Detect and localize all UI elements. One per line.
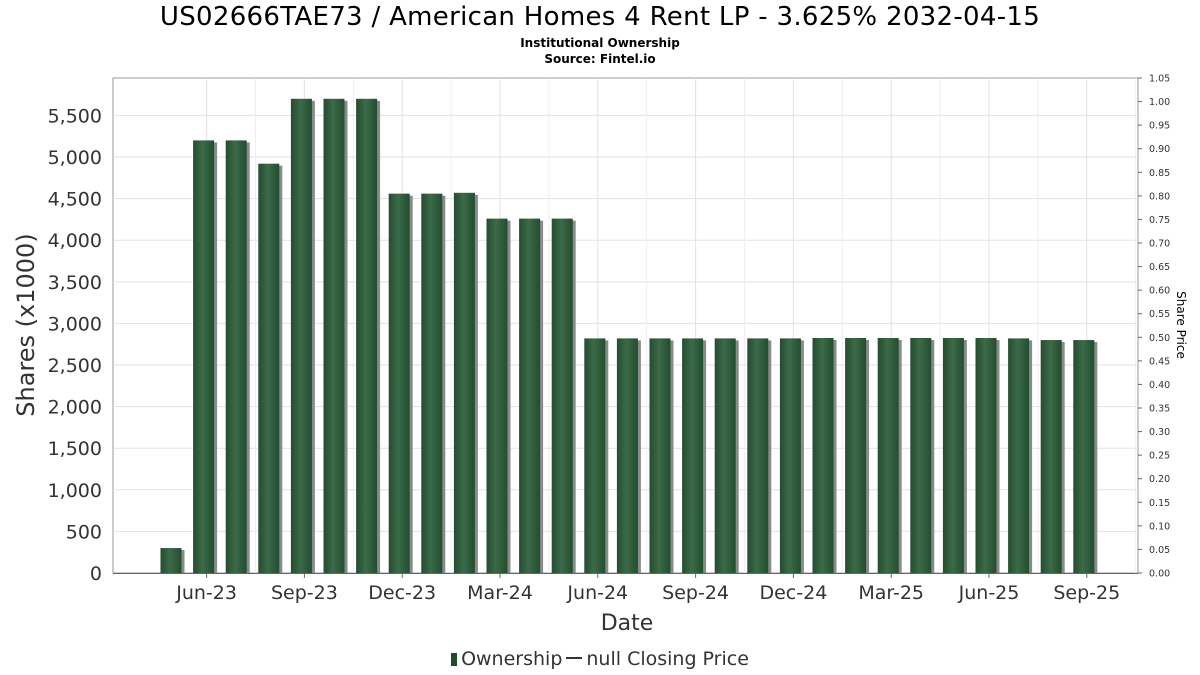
bar [160,548,182,573]
y-tick-label: 5,000 [48,147,102,169]
bar [388,193,410,573]
bar [290,98,312,574]
y2-tick-label: 0.70 [1149,239,1170,250]
bar [616,338,638,573]
bar [519,218,541,574]
y2-tick-label: 0.35 [1149,404,1170,415]
y-tick-label: 5,500 [48,105,102,127]
y2-tick-label: 0.20 [1149,474,1170,485]
y2-tick-label: 0.10 [1149,521,1170,532]
price-legend-swatch [566,657,583,659]
x-tick-label: Jun-23 [175,582,237,604]
bar [1073,340,1095,573]
x-tick-label: Dec-24 [759,582,827,604]
y2-tick-label: 0.80 [1149,191,1170,202]
bar [812,337,834,573]
y-tick-label: 1,000 [48,480,102,502]
bar [323,98,345,574]
y-tick-label: 0 [90,563,102,585]
bar [258,163,280,573]
y2-axis-title: Share Price [1174,291,1188,359]
bar [910,337,932,573]
y2-tick-label: 0.95 [1149,121,1170,132]
x-axis-title: Date [601,611,654,636]
bar [356,98,378,574]
y-tick-label: 4,500 [48,189,102,211]
y2-tick-label: 0.75 [1149,215,1170,226]
y2-tick-label: 0.90 [1149,144,1170,155]
legend: Ownership null Closing Price [0,648,1200,670]
bar [682,338,704,573]
legend-price-label: null Closing Price [586,648,749,670]
bar [193,140,215,573]
bar [584,338,606,573]
bar [225,140,247,573]
y2-tick-label: 0.05 [1149,545,1170,556]
bar [551,218,573,574]
bar [421,193,443,573]
bar [747,338,769,573]
y-tick-label: 2,000 [48,397,102,419]
y-tick-label: 3,500 [48,272,102,294]
y2-tick-label: 0.50 [1149,333,1170,344]
bar [779,338,801,573]
y2-tick-label: 1.00 [1149,97,1170,108]
y2-tick-label: 0.55 [1149,309,1170,320]
x-tick-label: Mar-25 [858,582,924,604]
bar [714,338,736,573]
y-tick-label: 4,000 [48,230,102,252]
y2-tick-label: 0.60 [1149,286,1170,297]
bar [975,337,997,573]
x-tick-label: Sep-23 [271,582,338,604]
y2-tick-label: 0.85 [1149,168,1170,179]
chart-source: Source: Fintel.io [544,52,656,66]
y-tick-label: 2,500 [48,355,102,377]
y2-tick-label: 0.00 [1149,569,1170,580]
x-tick-label: Sep-24 [662,582,729,604]
bar [845,337,867,573]
x-tick-label: Jun-24 [566,582,628,604]
y2-tick-label: 0.40 [1149,380,1170,391]
x-tick-label: Mar-24 [467,582,533,604]
y-tick-label: 3,000 [48,313,102,335]
legend-ownership-label: Ownership [461,648,563,670]
bar [649,338,671,573]
x-tick-label: Dec-23 [368,582,436,604]
y2-tick-label: 1.05 [1149,74,1170,85]
y-tick-label: 500 [66,521,102,543]
bar [453,192,475,574]
x-tick-label: Sep-25 [1053,582,1120,604]
bar [1008,338,1030,573]
y-axis-title: Shares (x1000) [12,233,40,416]
chart-subtitle: Institutional Ownership [520,36,680,50]
y2-tick-label: 0.25 [1149,451,1170,462]
y2-tick-label: 0.65 [1149,262,1170,273]
bar [877,337,899,573]
y-tick-label: 1,500 [48,438,102,460]
y2-tick-label: 0.15 [1149,498,1170,509]
chart-title: US02666TAE73 / American Homes 4 Rent LP … [159,2,1041,32]
y2-tick-label: 0.45 [1149,356,1170,367]
bar [486,218,508,574]
bar [942,337,964,573]
x-tick-label: Jun-25 [958,582,1020,604]
ownership-legend-swatch [451,653,458,666]
bar [1040,340,1062,573]
y2-tick-label: 0.30 [1149,427,1170,438]
